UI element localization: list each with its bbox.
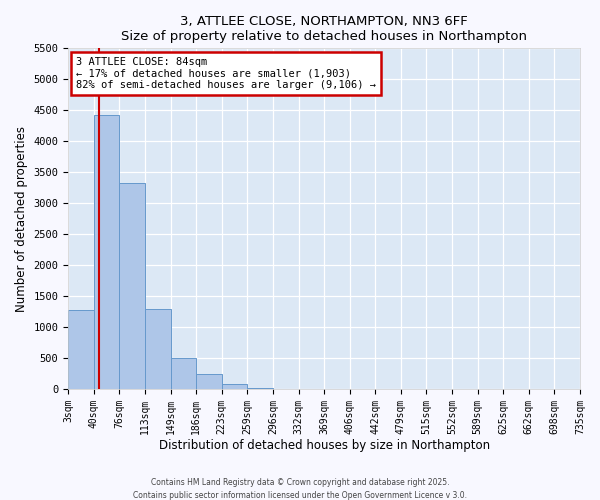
Bar [170,358,196,389]
Text: 3 ATTLEE CLOSE: 84sqm
← 17% of detached houses are smaller (1,903)
82% of semi-d: 3 ATTLEE CLOSE: 84sqm ← 17% of detached … [76,57,376,90]
X-axis label: Distribution of detached houses by size in Northampton: Distribution of detached houses by size … [158,440,490,452]
Bar [119,184,145,389]
Bar [145,309,170,389]
Bar [196,374,222,389]
Bar [94,114,119,389]
Text: Contains HM Land Registry data © Crown copyright and database right 2025.
Contai: Contains HM Land Registry data © Crown c… [133,478,467,500]
Bar [247,388,273,389]
Bar [68,310,94,389]
Y-axis label: Number of detached properties: Number of detached properties [15,126,28,312]
Bar [222,384,247,389]
Title: 3, ATTLEE CLOSE, NORTHAMPTON, NN3 6FF
Size of property relative to detached hous: 3, ATTLEE CLOSE, NORTHAMPTON, NN3 6FF Si… [121,15,527,43]
